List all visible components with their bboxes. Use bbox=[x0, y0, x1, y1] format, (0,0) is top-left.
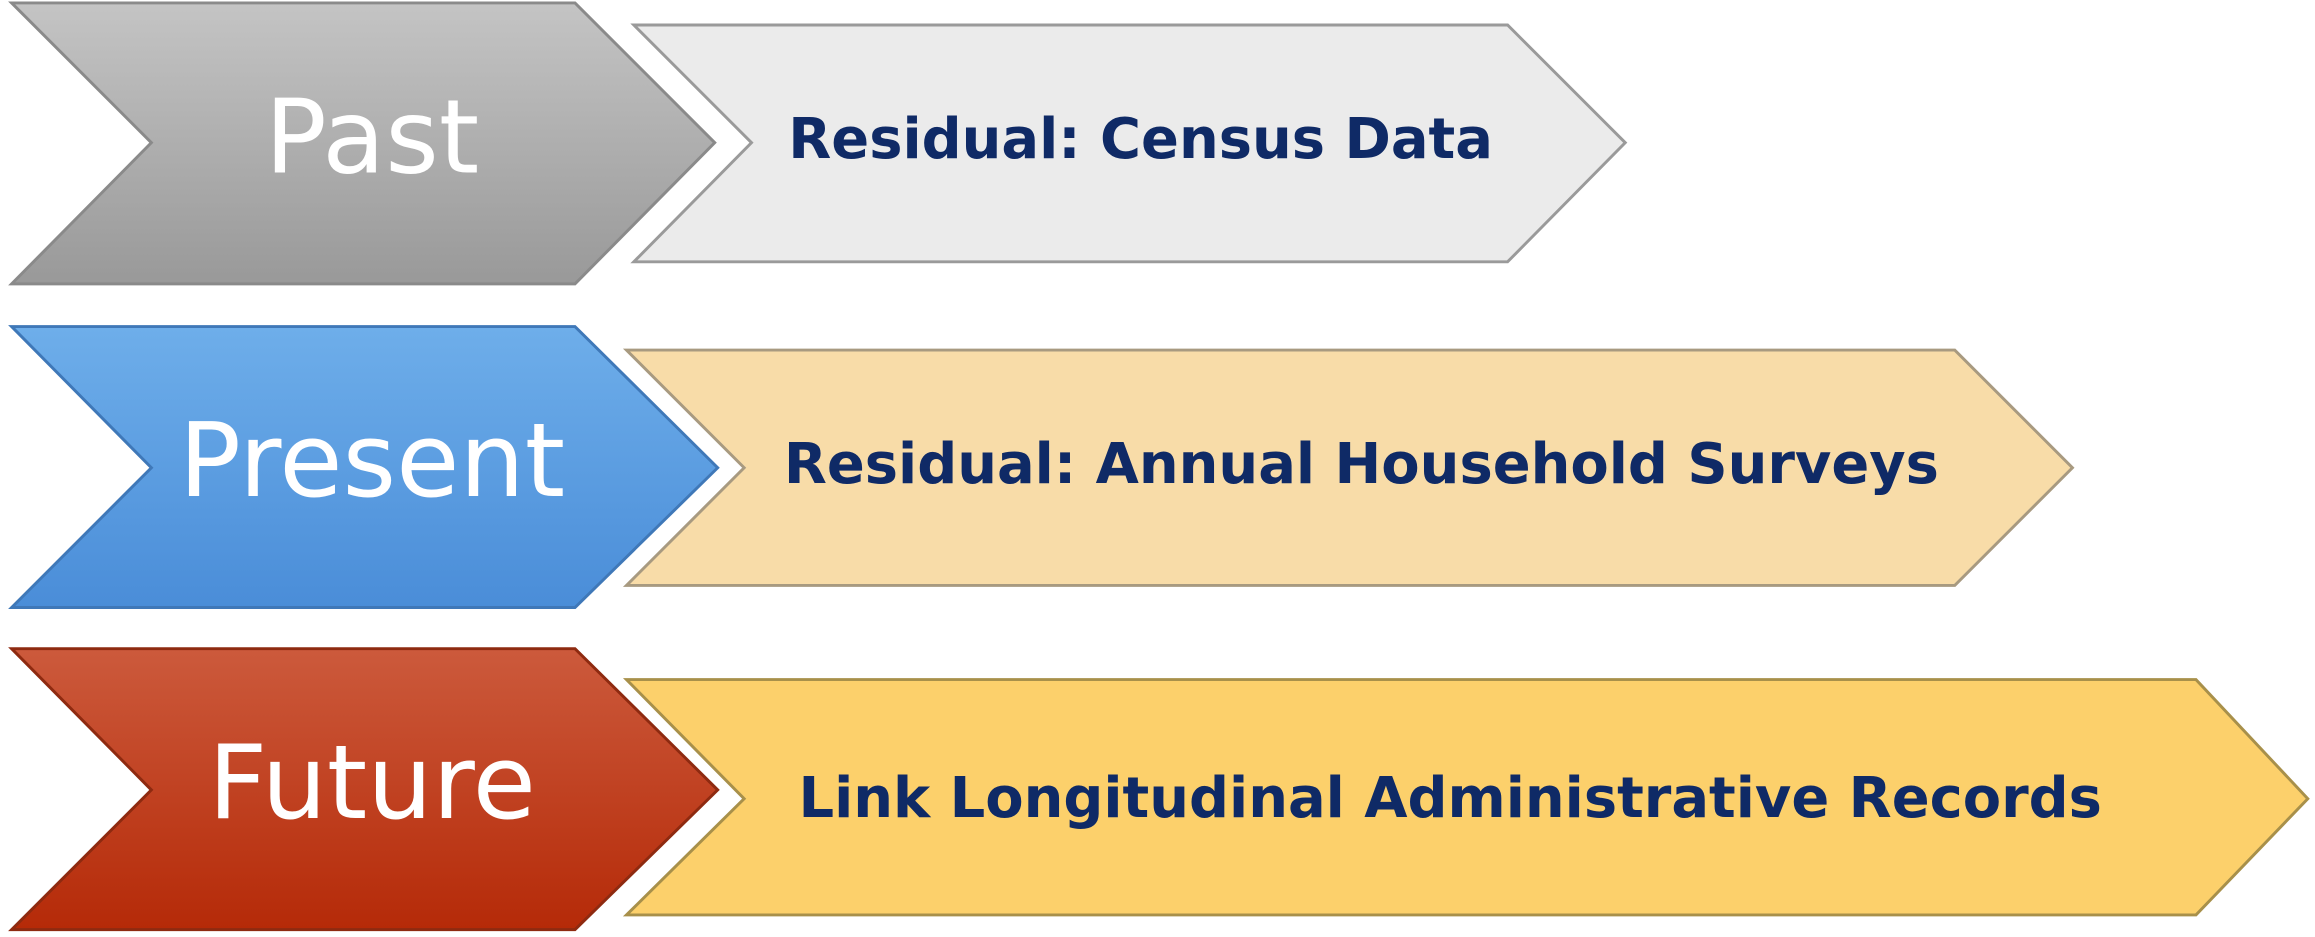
present-detail-chevron bbox=[622, 348, 2075, 587]
row-label: Present bbox=[179, 401, 565, 521]
row-description: Residual: Census Data bbox=[788, 107, 1493, 172]
future-detail-chevron bbox=[622, 678, 2310, 917]
past-chevron bbox=[8, 1, 717, 286]
present-chevron bbox=[8, 325, 720, 609]
row-label: Future bbox=[208, 723, 536, 843]
row-description: Residual: Annual Household Surveys bbox=[784, 432, 1939, 497]
future-chevron bbox=[8, 647, 720, 932]
past-detail-chevron bbox=[630, 23, 1628, 264]
row-description: Link Longitudinal Administrative Records bbox=[799, 766, 2102, 831]
row-label: Past bbox=[265, 77, 480, 197]
